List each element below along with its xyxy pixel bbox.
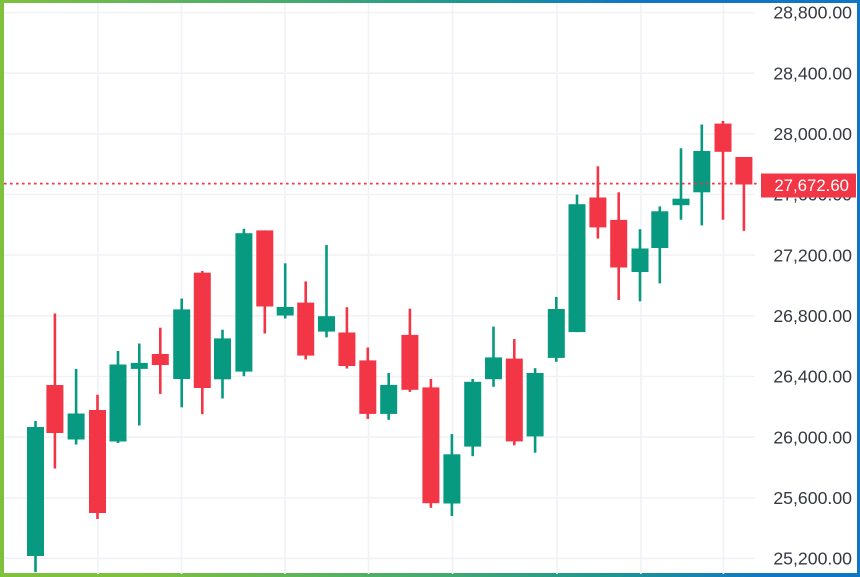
svg-text:26,800.00: 26,800.00: [773, 306, 852, 326]
svg-text:27,200.00: 27,200.00: [773, 245, 852, 265]
svg-text:28,400.00: 28,400.00: [773, 63, 852, 83]
svg-text:28,000.00: 28,000.00: [773, 124, 852, 144]
svg-text:25,600.00: 25,600.00: [773, 488, 852, 508]
svg-text:26,000.00: 26,000.00: [773, 427, 852, 447]
svg-text:26,400.00: 26,400.00: [773, 367, 852, 387]
svg-text:25,200.00: 25,200.00: [773, 549, 852, 569]
svg-text:28,800.00: 28,800.00: [773, 3, 852, 23]
svg-text:27,672.60: 27,672.60: [774, 176, 849, 195]
